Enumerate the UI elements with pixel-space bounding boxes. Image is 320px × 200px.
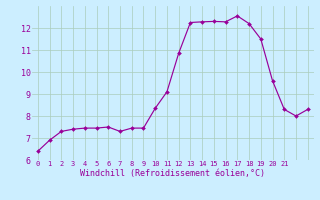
X-axis label: Windchill (Refroidissement éolien,°C): Windchill (Refroidissement éolien,°C) xyxy=(80,169,265,178)
